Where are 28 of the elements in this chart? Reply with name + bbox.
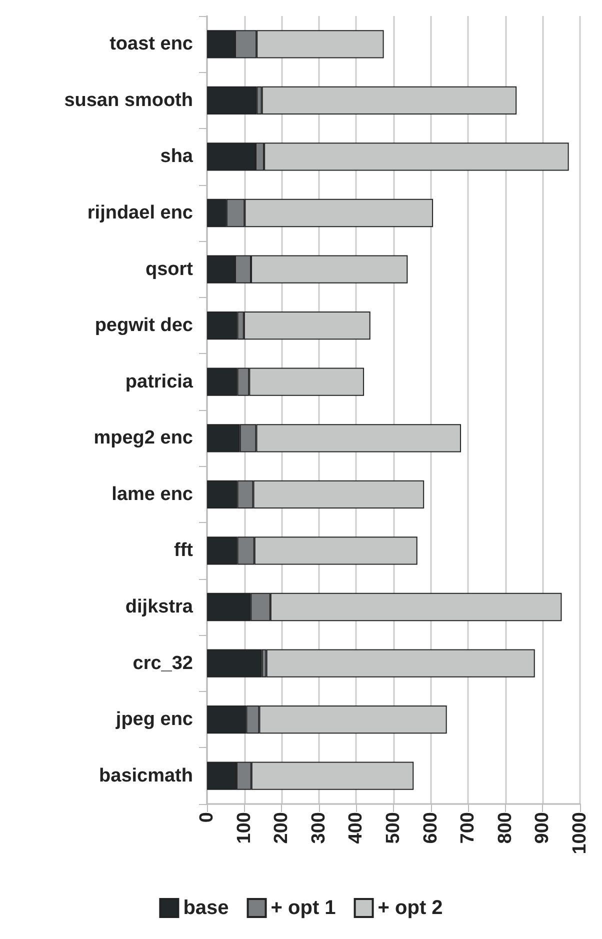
y-tick-label: rijndael enc (87, 202, 194, 224)
y-tick-label: fft (174, 540, 194, 562)
y-tick-label: mpeg2 enc (94, 428, 194, 449)
legend-label: + opt 2 (378, 897, 443, 919)
y-tick-label: basicmath (99, 765, 193, 786)
x-tick-label: 200 (271, 812, 292, 844)
y-tick-label: lame enc (112, 484, 194, 505)
x-tick-label: 500 (383, 812, 404, 844)
y-tick-label: jpeg enc (114, 709, 194, 730)
y-tick-label: patricia (125, 371, 194, 392)
legend-label: base (183, 897, 229, 919)
x-tick-label: 800 (494, 812, 516, 844)
x-tick-label: 0 (196, 812, 218, 823)
x-tick-label: 100 (234, 812, 255, 844)
x-tick-label: 1000 (570, 812, 590, 854)
y-tick-label: sha (160, 146, 194, 168)
y-tick-label: crc_32 (132, 652, 193, 674)
x-tick-label: 900 (532, 812, 554, 844)
x-tick-label: 300 (308, 812, 330, 844)
x-tick-label: 700 (458, 812, 479, 844)
y-tick-label: toast enc (110, 34, 194, 55)
y-tick-label: qsort (146, 258, 194, 280)
y-tick-label: susan smooth (64, 90, 193, 111)
x-tick-label: 600 (420, 812, 442, 844)
legend-label: + opt 1 (270, 897, 336, 919)
y-tick-label: dijkstra (125, 596, 194, 618)
y-tick-label: pegwit dec (94, 315, 194, 336)
x-tick-label: 400 (346, 812, 367, 844)
